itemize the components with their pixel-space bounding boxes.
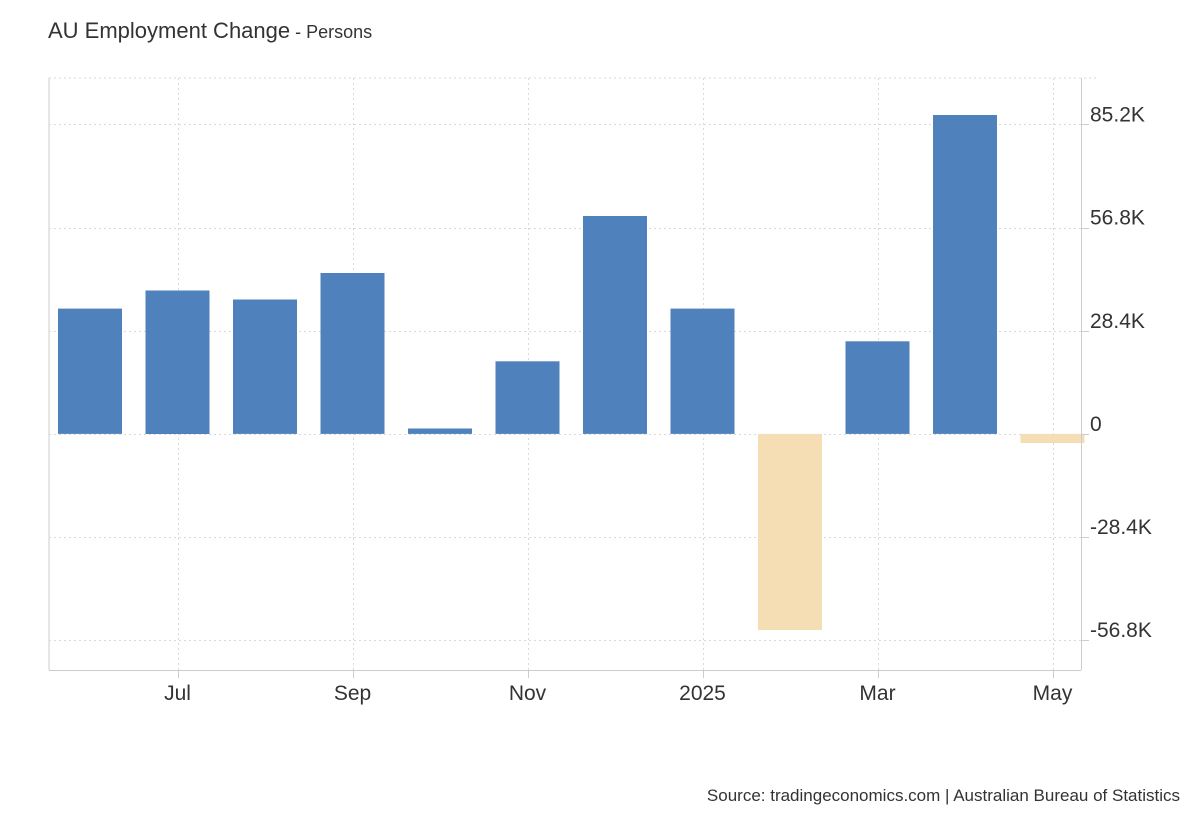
chart-header: AU Employment Change - Persons [48,18,372,44]
chart-title: AU Employment Change [48,18,291,43]
bar-2025-05 [1020,433,1085,443]
bar-2024-08 [233,299,297,434]
title-separator: - [290,22,307,42]
y-tick-label: 56.8K [1090,207,1145,230]
x-tick-label: Sep [334,682,371,705]
x-tick-label: May [1033,682,1073,705]
y-tick-label: 85.2K [1090,103,1145,126]
x-tick-label: 2025 [679,682,726,705]
tick-labels: Jul Sep Nov 2025 Mar May 85.2K 56.8K 28.4K 0 -28.4… [164,103,1152,705]
x-tick-label: Mar [859,682,895,705]
bar-2025-03 [845,341,910,434]
chart-subtitle: Persons [306,22,373,42]
x-tick-label: Jul [164,682,191,705]
source-attribution: Source: tradingeconomics.com | Australia… [706,786,1180,805]
y-tick-label: -28.4K [1090,516,1152,539]
x-tick-label: Nov [509,682,547,705]
y-tick-label: -56.8K [1090,619,1152,642]
bar-2024-09 [320,273,385,434]
bar-2024-07 [145,290,210,434]
y-tick-label: 0 [1090,413,1102,436]
bar-2025-01 [670,308,735,434]
bar-2025-04 [933,115,997,434]
bars [58,115,1085,630]
chart-canvas: Jul Sep Nov 2025 Mar May 85.2K 56.8K 28.4K 0 -28.4… [48,77,1152,705]
y-tick-label: 28.4K [1090,310,1145,333]
bar-2024-12 [583,216,647,434]
bar-2024-11 [495,361,560,434]
bar-2025-02 [758,433,822,630]
axes [49,78,1089,678]
bar-2024-10 [408,428,472,434]
bar-2024-06 [58,308,122,434]
